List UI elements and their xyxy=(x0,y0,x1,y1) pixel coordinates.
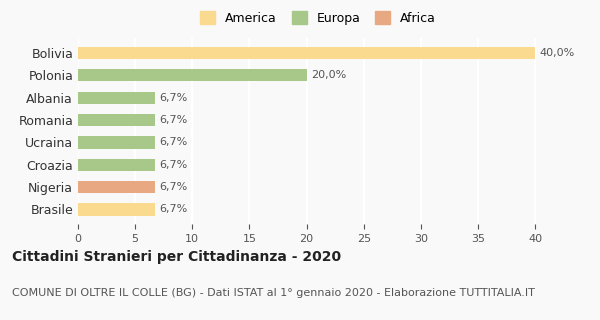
Text: Cittadini Stranieri per Cittadinanza - 2020: Cittadini Stranieri per Cittadinanza - 2… xyxy=(12,250,341,264)
Bar xyxy=(78,159,155,171)
Bar xyxy=(78,181,155,193)
Bar xyxy=(78,203,155,216)
Text: 6,7%: 6,7% xyxy=(159,204,187,214)
Bar xyxy=(78,114,155,126)
Text: 6,7%: 6,7% xyxy=(159,115,187,125)
Text: 40,0%: 40,0% xyxy=(540,48,575,58)
Bar xyxy=(78,136,155,148)
Text: 6,7%: 6,7% xyxy=(159,182,187,192)
Text: 6,7%: 6,7% xyxy=(159,137,187,148)
Text: COMUNE DI OLTRE IL COLLE (BG) - Dati ISTAT al 1° gennaio 2020 - Elaborazione TUT: COMUNE DI OLTRE IL COLLE (BG) - Dati IST… xyxy=(12,288,535,298)
Text: 6,7%: 6,7% xyxy=(159,160,187,170)
Bar xyxy=(78,47,535,59)
Legend: America, Europa, Africa: America, Europa, Africa xyxy=(196,7,440,28)
Text: 6,7%: 6,7% xyxy=(159,93,187,103)
Text: 20,0%: 20,0% xyxy=(311,70,346,80)
Bar xyxy=(78,92,155,104)
Bar xyxy=(78,69,307,82)
